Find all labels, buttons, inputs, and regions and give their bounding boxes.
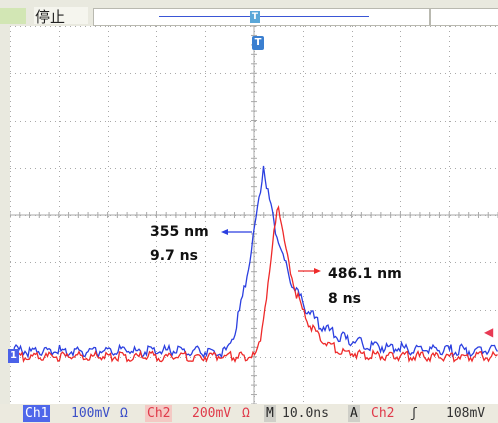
trigger-position-marker[interactable]: T xyxy=(252,36,264,50)
trigger-mode[interactable]: A xyxy=(348,405,360,422)
blue-time-label: 9.7 ns xyxy=(150,248,198,264)
ch2-scale[interactable]: 200mV xyxy=(192,406,232,421)
waveform-svg xyxy=(10,26,498,404)
top-right-panel xyxy=(430,8,498,26)
acquisition-status: 停止 xyxy=(35,8,66,26)
ch2-waveform xyxy=(10,204,498,363)
red-wavelength-label: 486.1 nm xyxy=(328,266,402,282)
blue-wavelength-label: 355 nm xyxy=(150,224,209,240)
ch2-coupling: Ω xyxy=(242,406,250,421)
ch1-ground-marker[interactable]: 1 xyxy=(8,349,19,363)
red-annotation-arrow xyxy=(298,268,321,274)
ch1-label[interactable]: Ch1 xyxy=(23,405,51,422)
bottom-status-bar: Ch1 100mV Ω Ch2 200mV Ω M 10.0ns A Ch2 ʃ… xyxy=(0,404,498,423)
trigger-level[interactable]: 108mV xyxy=(446,406,486,421)
timebase-value[interactable]: 10.0ns xyxy=(282,406,329,421)
trigger-source[interactable]: Ch2 xyxy=(371,406,395,421)
red-time-label: 8 ns xyxy=(328,291,361,307)
trigger-position-marker-top[interactable]: T xyxy=(250,11,260,23)
record-window-line xyxy=(159,16,369,17)
status-box xyxy=(34,7,88,24)
trigger-level-arrow-icon[interactable]: ◀ xyxy=(484,325,494,339)
left-strip xyxy=(0,26,10,404)
trigger-slope-icon: ʃ xyxy=(410,406,418,421)
run-state-indicator xyxy=(0,8,26,24)
ch1-waveform xyxy=(10,165,498,359)
top-status-bar: 停止 T xyxy=(0,0,498,26)
blue-annotation-arrow xyxy=(221,229,252,235)
graticule xyxy=(10,26,498,404)
ch1-coupling: Ω xyxy=(120,406,128,421)
ch2-label[interactable]: Ch2 xyxy=(145,405,173,422)
ch1-scale[interactable]: 100mV xyxy=(71,406,111,421)
timebase-label: M xyxy=(264,405,276,422)
waveform-display xyxy=(10,26,498,404)
record-view-bar[interactable]: T xyxy=(93,8,430,26)
